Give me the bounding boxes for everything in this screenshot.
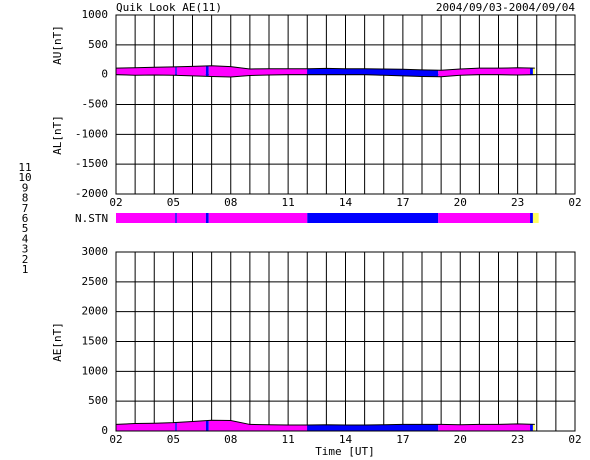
x-tick-label: 23 bbox=[511, 433, 524, 446]
x-tick-label: 08 bbox=[224, 196, 237, 209]
station-fill bbox=[205, 420, 209, 431]
plot-frame bbox=[115, 251, 576, 432]
data-line bbox=[115, 65, 535, 71]
date-range: 2004/09/03-2004/09/04 bbox=[436, 1, 575, 14]
y-tick-label: 2500 bbox=[82, 275, 109, 288]
station-bar bbox=[116, 213, 176, 223]
legend-entry: 10 bbox=[18, 171, 31, 184]
data-line bbox=[115, 74, 535, 78]
y-tick-label: 0 bbox=[101, 68, 108, 81]
station-fill bbox=[208, 420, 308, 431]
y-tick-label: -1000 bbox=[75, 127, 108, 140]
x-tick-label: 02 bbox=[109, 196, 122, 209]
x-tick-label: 02 bbox=[568, 433, 581, 446]
x-tick-label: 17 bbox=[396, 196, 409, 209]
y-label: AE[nT] bbox=[51, 322, 64, 362]
legend-entry: 9 bbox=[22, 181, 29, 194]
legend-entry: 6 bbox=[22, 212, 29, 225]
station-fill bbox=[530, 424, 533, 431]
station-fill bbox=[532, 424, 535, 431]
y-label: AU[nT] bbox=[51, 25, 64, 65]
station-fill bbox=[307, 424, 439, 431]
x-tick-label: 02 bbox=[568, 196, 581, 209]
legend-entry: 2 bbox=[22, 253, 29, 266]
y-tick-label: 1500 bbox=[82, 335, 109, 348]
station-fill bbox=[176, 65, 206, 77]
x-tick-label: 14 bbox=[339, 196, 353, 209]
legend-entry: 1 bbox=[22, 263, 29, 276]
station-fill bbox=[175, 422, 177, 431]
y-tick-label: 0 bbox=[101, 424, 108, 437]
x-tick-label: 20 bbox=[454, 196, 467, 209]
y-tick-label: -500 bbox=[82, 98, 109, 111]
station-fill bbox=[530, 68, 533, 75]
x-tick-label: 23 bbox=[511, 196, 524, 209]
station-fill bbox=[116, 422, 176, 431]
station-label: N.STN bbox=[75, 212, 108, 225]
y-tick-label: -1500 bbox=[75, 157, 108, 170]
x-tick-label: 17 bbox=[396, 433, 409, 446]
station-bar bbox=[208, 213, 308, 223]
chart-title: Quik Look AE(11) bbox=[116, 1, 222, 14]
x-label: Time [UT] bbox=[315, 445, 375, 458]
legend-entry: 3 bbox=[22, 243, 29, 256]
x-tick-label: 11 bbox=[282, 196, 295, 209]
legend-entry: 5 bbox=[22, 222, 29, 235]
station-bar bbox=[205, 213, 209, 223]
legend-entry: 11 bbox=[18, 161, 31, 174]
station-fill bbox=[205, 65, 209, 77]
x-tick-label: 05 bbox=[167, 196, 180, 209]
station-fill bbox=[116, 66, 176, 76]
y-tick-label: -2000 bbox=[75, 187, 108, 200]
y-tick-label: 500 bbox=[88, 394, 108, 407]
station-bar bbox=[532, 213, 539, 223]
station-fill bbox=[208, 65, 308, 78]
y-tick-label: 1000 bbox=[82, 8, 109, 21]
station-fill bbox=[438, 423, 531, 431]
station-bar bbox=[176, 213, 206, 223]
station-fill bbox=[176, 420, 206, 431]
x-tick-label: 14 bbox=[339, 433, 353, 446]
station-fill bbox=[175, 66, 177, 76]
station-fill bbox=[532, 68, 535, 75]
legend-entry: 8 bbox=[22, 192, 29, 205]
x-tick-label: 05 bbox=[167, 433, 180, 446]
station-bar bbox=[438, 213, 531, 223]
y-tick-label: 1000 bbox=[82, 364, 109, 377]
station-bar bbox=[530, 213, 533, 223]
legend-entry: 7 bbox=[22, 202, 29, 215]
data-line bbox=[115, 419, 535, 426]
station-bar bbox=[175, 213, 177, 223]
y-tick-label: 3000 bbox=[82, 245, 109, 258]
x-tick-label: 02 bbox=[109, 433, 122, 446]
y-tick-label: 2000 bbox=[82, 305, 109, 318]
x-tick-label: 20 bbox=[454, 433, 467, 446]
y-label: AL[nT] bbox=[51, 115, 64, 155]
x-tick-label: 08 bbox=[224, 433, 237, 446]
y-tick-label: 500 bbox=[88, 38, 108, 51]
station-bar bbox=[307, 213, 439, 223]
legend-entry: 4 bbox=[22, 232, 29, 245]
x-tick-label: 11 bbox=[282, 433, 295, 446]
plot-frame bbox=[115, 14, 576, 195]
